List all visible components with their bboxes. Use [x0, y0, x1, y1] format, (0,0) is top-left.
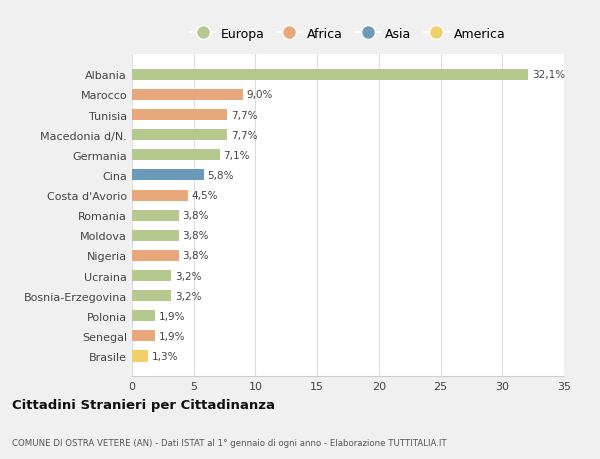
Text: 7,1%: 7,1%: [223, 151, 250, 161]
Bar: [132, 90, 243, 101]
Bar: [132, 311, 155, 322]
Text: 3,2%: 3,2%: [175, 271, 202, 281]
Legend: Europa, Africa, Asia, America: Europa, Africa, Asia, America: [185, 23, 511, 46]
Bar: [132, 330, 155, 341]
Text: Cittadini Stranieri per Cittadinanza: Cittadini Stranieri per Cittadinanza: [12, 398, 275, 412]
Text: 7,7%: 7,7%: [231, 130, 257, 140]
Text: COMUNE DI OSTRA VETERE (AN) - Dati ISTAT al 1° gennaio di ogni anno - Elaborazio: COMUNE DI OSTRA VETERE (AN) - Dati ISTAT…: [12, 438, 446, 447]
Text: 7,7%: 7,7%: [231, 110, 257, 120]
Text: 1,9%: 1,9%: [159, 311, 185, 321]
Bar: [132, 130, 227, 141]
Bar: [132, 150, 220, 161]
Bar: [132, 110, 227, 121]
Text: 4,5%: 4,5%: [191, 190, 218, 201]
Bar: [132, 351, 148, 362]
Bar: [132, 270, 172, 281]
Text: 1,3%: 1,3%: [152, 351, 178, 361]
Bar: [132, 230, 179, 241]
Text: 3,8%: 3,8%: [182, 251, 209, 261]
Bar: [132, 291, 172, 302]
Text: 5,8%: 5,8%: [207, 171, 234, 180]
Text: 3,8%: 3,8%: [182, 231, 209, 241]
Text: 32,1%: 32,1%: [532, 70, 565, 80]
Text: 3,8%: 3,8%: [182, 211, 209, 221]
Text: 1,9%: 1,9%: [159, 331, 185, 341]
Bar: [132, 250, 179, 262]
Text: 3,2%: 3,2%: [175, 291, 202, 301]
Bar: [132, 210, 179, 221]
Text: 9,0%: 9,0%: [247, 90, 273, 100]
Bar: [132, 70, 528, 81]
Bar: [132, 190, 188, 201]
Bar: [132, 170, 203, 181]
